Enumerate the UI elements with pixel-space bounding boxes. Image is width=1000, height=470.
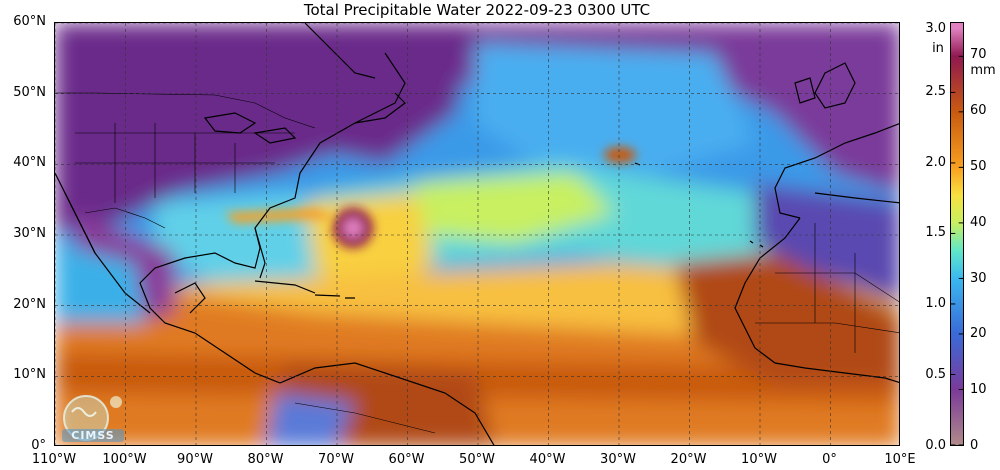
coastlines bbox=[55, 23, 899, 445]
colorbar-inch-label: 2.0 bbox=[925, 154, 946, 170]
colorbar-mm-label: 30 bbox=[970, 270, 987, 286]
colorbar-inch-label: 3.0 bbox=[925, 21, 946, 36]
latitude-label: 40°N bbox=[13, 155, 46, 171]
colorbar-mm-label: 70 bbox=[970, 47, 987, 63]
longitude-label: 110°W bbox=[31, 452, 77, 467]
longitude-label: 50°W bbox=[459, 452, 495, 467]
latitude-label: 50°N bbox=[13, 84, 46, 100]
map-title: Total Precipitable Water 2022-09-23 0300… bbox=[303, 1, 651, 19]
cimss-logo-text: CIMSS bbox=[62, 429, 124, 442]
colorbar-mm-label: 10 bbox=[970, 382, 987, 398]
colorbar-mm-label: 60 bbox=[970, 103, 987, 119]
colorbar-mm-label: 40 bbox=[970, 214, 987, 230]
moisture-field bbox=[55, 23, 899, 445]
tpw-map-canvas bbox=[55, 23, 899, 445]
colorbar-mm-label: 0 bbox=[970, 438, 979, 453]
cimss-logo: CIMSS bbox=[58, 392, 128, 444]
colorbar-unit-mm: mm bbox=[970, 63, 996, 78]
tpw-map[interactable] bbox=[54, 22, 900, 446]
longitude-label: 20°W bbox=[670, 452, 707, 467]
longitude-label: 80°W bbox=[247, 452, 284, 467]
colorbar-mm-label: 50 bbox=[970, 159, 987, 175]
colorbar-unit-in: in bbox=[932, 41, 944, 56]
political-borders bbox=[55, 92, 899, 434]
latitude-label: 20°N bbox=[13, 296, 46, 312]
latitude-label: 60°N bbox=[13, 14, 46, 29]
moisture-features bbox=[225, 147, 636, 248]
longitude-label: 10°W bbox=[741, 452, 777, 467]
colorbar-inch-label: 0.5 bbox=[925, 367, 946, 383]
colorbar bbox=[950, 22, 964, 446]
longitude-label: 10°E bbox=[884, 452, 916, 467]
colorbar-inch-label: 0.0 bbox=[925, 438, 946, 453]
longitude-label: 0° bbox=[822, 452, 837, 467]
lat-lon-grid bbox=[55, 23, 899, 445]
longitude-label: 70°W bbox=[318, 452, 354, 467]
latitude-label: 30°N bbox=[13, 226, 46, 241]
longitude-label: 40°W bbox=[529, 452, 566, 467]
colorbar-inch-label: 1.0 bbox=[925, 296, 946, 312]
colorbar-inch-label: 2.5 bbox=[925, 83, 946, 99]
latitude-label: 0° bbox=[31, 438, 46, 453]
colorbar-mm-label: 20 bbox=[970, 326, 987, 342]
latitude-label: 10°N bbox=[13, 367, 46, 383]
longitude-label: 60°W bbox=[388, 452, 425, 467]
longitude-label: 30°W bbox=[600, 452, 636, 467]
longitude-label: 100°W bbox=[102, 452, 147, 467]
colorbar-inch-label: 1.5 bbox=[925, 225, 946, 241]
longitude-label: 90°W bbox=[177, 452, 213, 467]
